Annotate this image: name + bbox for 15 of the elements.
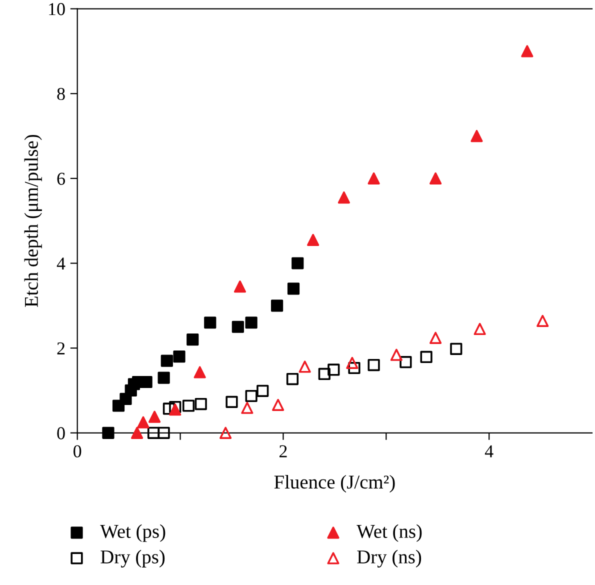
y-tick-label: 10 <box>49 3 65 16</box>
legend-label: Dry (ns) <box>357 550 422 568</box>
y-tick-label: 2 <box>57 342 65 354</box>
y-tick-label: 0 <box>57 427 65 440</box>
legend-label: Wet (ns) <box>356 524 422 542</box>
y-tick-label: 8 <box>57 88 65 100</box>
x-tick-label: 0 <box>74 445 82 458</box>
y-tick-label: 4 <box>56 258 66 270</box>
y-axis-title: Etch depth (μm/pulse) <box>24 134 42 308</box>
x-tick-label: 2 <box>280 445 287 458</box>
legend-label: Wet (ps) <box>100 524 166 542</box>
x-tick-label: 4 <box>484 445 494 458</box>
y-tick-label: 6 <box>57 172 66 185</box>
x-axis-title: Fluence (J/cm²) <box>274 474 395 493</box>
legend-label: Dry (ps) <box>100 550 165 568</box>
